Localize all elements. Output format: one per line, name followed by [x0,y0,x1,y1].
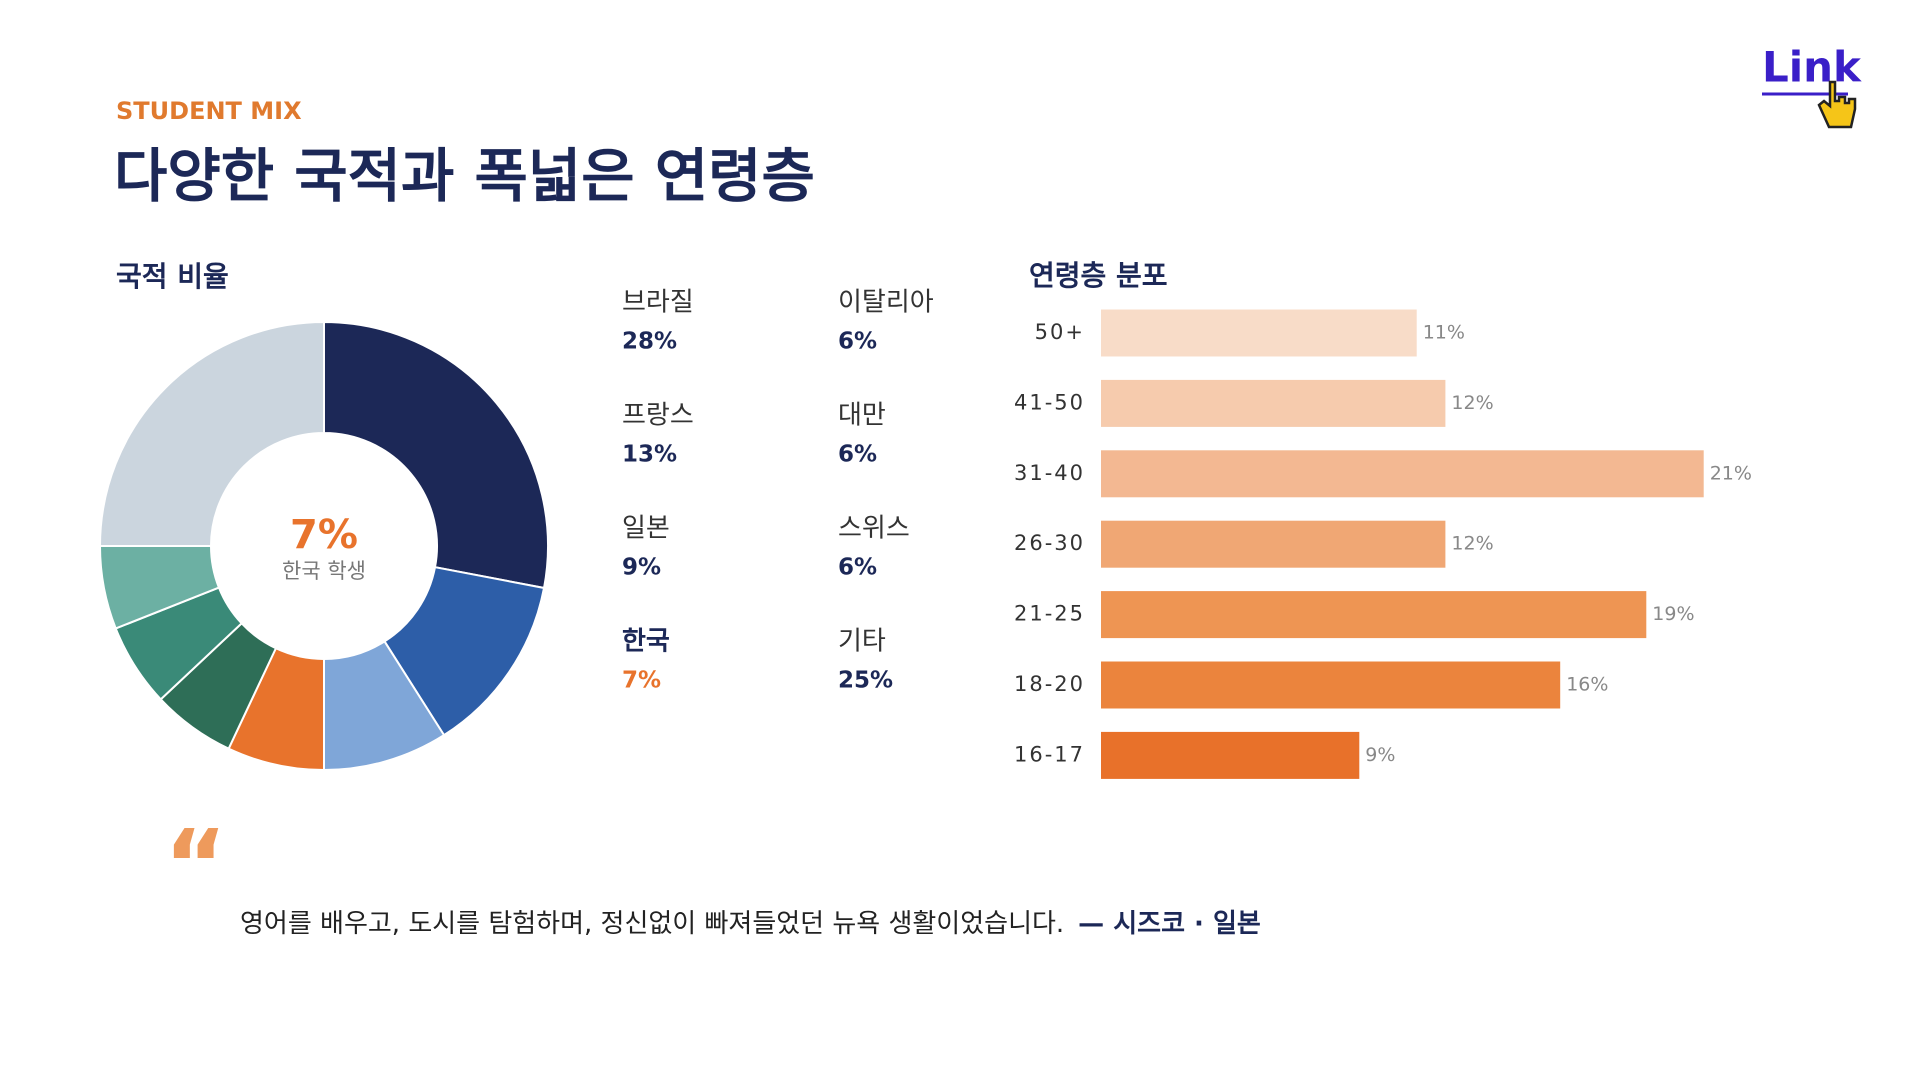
bar [1101,520,1446,568]
category-label: 16-17 [1014,742,1085,766]
value-label: 21% [1710,462,1752,484]
legend-label: 브라질 [622,288,694,318]
bar [1101,731,1360,779]
bar [1101,309,1417,357]
legend-label: 대만 [838,401,886,431]
chart-title: 국적 비율 [116,260,229,293]
quote-text: 영어를 배우고, 도시를 탐험하며, 정신없이 빠져들었던 뉴욕 생활이었습니다… [240,909,1065,939]
legend-value: 9% [622,555,661,581]
legend-value: 7% [622,668,661,694]
quote: 영어를 배우고, 도시를 탐험하며, 정신없이 빠져들었던 뉴욕 생활이었습니다… [240,903,1261,940]
category-label: 18-20 [1014,672,1085,696]
bar [1101,379,1446,427]
legend-value: 6% [838,555,877,581]
value-label: 12% [1451,392,1493,414]
value-label: 9% [1365,744,1395,766]
logo[interactable]: Link [1762,43,1862,129]
category-label: 50+ [1035,320,1085,344]
legend-value: 13% [622,442,677,468]
legend-value: 25% [838,668,893,694]
legend-label: 이탈리아 [838,288,934,318]
value-label: 16% [1566,674,1608,696]
legend-label: 스위스 [838,514,910,544]
legend-label: 프랑스 [622,401,694,431]
bar [1101,591,1647,639]
legend-label: 일본 [622,514,670,544]
legend-value: 28% [622,329,677,355]
value-label: 12% [1451,533,1493,555]
bar [1101,661,1561,709]
donut-slice [98,320,325,547]
hand-cursor [1817,80,1857,129]
value-label: 19% [1652,603,1694,625]
kicker: STUDENT MIX [116,97,302,125]
legend-value: 6% [838,329,877,355]
category-label: 41-50 [1014,390,1085,414]
donut-slice [323,320,549,590]
bar [1101,450,1704,498]
value-label: 11% [1423,322,1465,344]
category-label: 21-25 [1014,602,1085,626]
slide-title: 다양한 국적과 폭넓은 연령층 [114,142,815,210]
quote-author: — 시즈코 · 일본 [1078,909,1261,939]
logo-text[interactable]: Link [1762,43,1862,92]
center-value: 7% [290,512,358,558]
center-caption: 한국 학생 [282,559,366,583]
category-label: 31-40 [1014,461,1085,485]
legend-value: 6% [838,442,877,468]
legend-label: 기타 [838,627,886,657]
legend-label: 한국 [622,627,670,657]
chart-title: 연령층 분포 [1029,259,1168,292]
quote-mark: “ [164,809,227,921]
category-label: 26-30 [1014,531,1085,555]
